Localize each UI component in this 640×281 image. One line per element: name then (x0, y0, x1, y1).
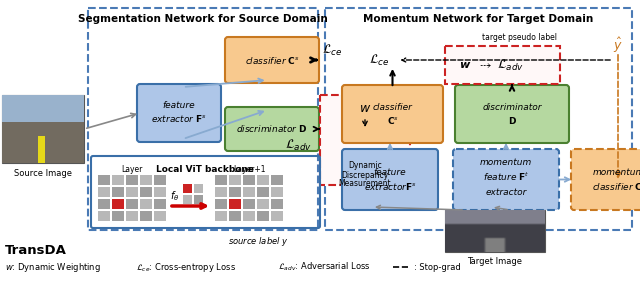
Bar (182, 183, 192, 193)
Bar (445, 46, 560, 84)
Text: Segmentation Network for Source Domain: Segmentation Network for Source Domain (78, 14, 328, 24)
Text: Local ViT backbone: Local ViT backbone (157, 164, 255, 173)
Bar (140, 210, 152, 221)
Bar (193, 183, 203, 193)
Bar (154, 187, 166, 197)
Bar (228, 198, 241, 209)
Bar (97, 187, 110, 197)
Bar (154, 175, 166, 185)
FancyBboxPatch shape (225, 107, 319, 151)
Text: feature $\mathbf{F}^t$: feature $\mathbf{F}^t$ (483, 170, 529, 183)
Text: Momentum Network for Target Domain: Momentum Network for Target Domain (364, 14, 594, 24)
Bar (154, 198, 166, 209)
FancyBboxPatch shape (571, 149, 640, 210)
FancyBboxPatch shape (342, 85, 443, 143)
Bar (125, 210, 138, 221)
Bar (140, 198, 152, 209)
Text: Measurement: Measurement (339, 180, 391, 189)
Bar (97, 198, 110, 209)
FancyBboxPatch shape (455, 85, 569, 143)
Text: classifier $\mathbf{C}^s$: classifier $\mathbf{C}^s$ (244, 55, 300, 65)
Bar (271, 187, 283, 197)
Bar (243, 175, 255, 185)
Text: classifier $\mathbf{C}^t$: classifier $\mathbf{C}^t$ (592, 180, 640, 193)
Bar (271, 175, 283, 185)
Bar (445, 210, 545, 252)
Text: extractor: extractor (485, 188, 527, 197)
Text: $f_\theta$: $f_\theta$ (170, 189, 180, 203)
Text: momentum: momentum (593, 168, 640, 177)
Text: feature: feature (163, 101, 195, 110)
Bar (257, 187, 269, 197)
Bar (125, 175, 138, 185)
Bar (228, 175, 241, 185)
Bar (214, 175, 227, 185)
Bar (257, 210, 269, 221)
Text: $w$: Dynamic Weighting: $w$: Dynamic Weighting (5, 260, 101, 273)
Bar (140, 175, 152, 185)
FancyBboxPatch shape (342, 149, 438, 210)
Bar (2, 95, 84, 163)
Bar (214, 210, 227, 221)
Bar (243, 210, 255, 221)
Text: extractor $\mathbf{F}^s$: extractor $\mathbf{F}^s$ (151, 114, 207, 124)
Text: target pseudo label: target pseudo label (483, 33, 557, 42)
Text: Dynamic: Dynamic (348, 160, 382, 169)
Bar (243, 198, 255, 209)
Bar (97, 175, 110, 185)
FancyBboxPatch shape (453, 149, 559, 210)
Bar (257, 175, 269, 185)
Bar (193, 194, 203, 204)
Text: $\hat{y}$: $\hat{y}$ (613, 35, 623, 55)
Bar (140, 187, 152, 197)
Text: discriminator: discriminator (483, 103, 541, 112)
FancyBboxPatch shape (225, 37, 319, 83)
Text: Target Image: Target Image (467, 257, 522, 266)
Text: $\mathcal{L}_{ce}$: $\mathcal{L}_{ce}$ (369, 53, 390, 67)
Bar (325, 8, 632, 230)
Text: : Stop-grad: : Stop-grad (414, 262, 461, 271)
Text: $w$: $w$ (359, 103, 371, 115)
Bar (111, 175, 124, 185)
Bar (125, 187, 138, 197)
Bar (271, 210, 283, 221)
Bar (214, 198, 227, 209)
Text: $\mathbf{C}^s$: $\mathbf{C}^s$ (387, 115, 399, 126)
FancyBboxPatch shape (137, 84, 221, 142)
Bar (125, 198, 138, 209)
Bar (228, 187, 241, 197)
Text: feature: feature (374, 168, 406, 177)
Text: $\mathcal{L}_{ce}$: Cross-entropy Loss: $\mathcal{L}_{ce}$: Cross-entropy Loss (136, 260, 236, 273)
Text: Discrepancy: Discrepancy (341, 171, 388, 180)
Text: $\mathcal{L}_{adv}$: $\mathcal{L}_{adv}$ (285, 137, 312, 153)
Bar (111, 187, 124, 197)
Bar (320, 95, 410, 185)
Text: $\mathbf{D}$: $\mathbf{D}$ (508, 115, 516, 126)
Bar (97, 210, 110, 221)
Text: Source Image: Source Image (14, 169, 72, 178)
Bar (88, 8, 318, 230)
Text: Layer: Layer (122, 164, 143, 173)
Text: Layer+1: Layer+1 (233, 164, 265, 173)
Bar (154, 210, 166, 221)
Bar (271, 198, 283, 209)
Bar (257, 198, 269, 209)
Text: discriminator $\mathbf{D}$: discriminator $\mathbf{D}$ (236, 124, 308, 135)
Bar (111, 198, 124, 209)
Text: extractor$\mathbf{F}^s$: extractor$\mathbf{F}^s$ (364, 181, 417, 192)
Text: source label $y$: source label $y$ (228, 235, 288, 248)
Bar (228, 210, 241, 221)
Text: $\boldsymbol{w}$: $\boldsymbol{w}$ (459, 60, 471, 70)
Bar (214, 187, 227, 197)
Bar (243, 187, 255, 197)
Text: $\mathcal{L}_{adv}$: $\mathcal{L}_{adv}$ (497, 57, 524, 72)
Text: TransDA: TransDA (5, 244, 67, 257)
Text: classifier: classifier (372, 103, 412, 112)
Text: $\mathcal{L}_{ce}$: $\mathcal{L}_{ce}$ (322, 42, 342, 58)
Bar (182, 194, 192, 204)
Text: $\dashrightarrow$: $\dashrightarrow$ (477, 58, 493, 71)
Bar (111, 210, 124, 221)
Text: $\mathcal{L}_{adv}$: Adversarial Loss: $\mathcal{L}_{adv}$: Adversarial Loss (278, 261, 371, 273)
Text: momentum: momentum (480, 158, 532, 167)
